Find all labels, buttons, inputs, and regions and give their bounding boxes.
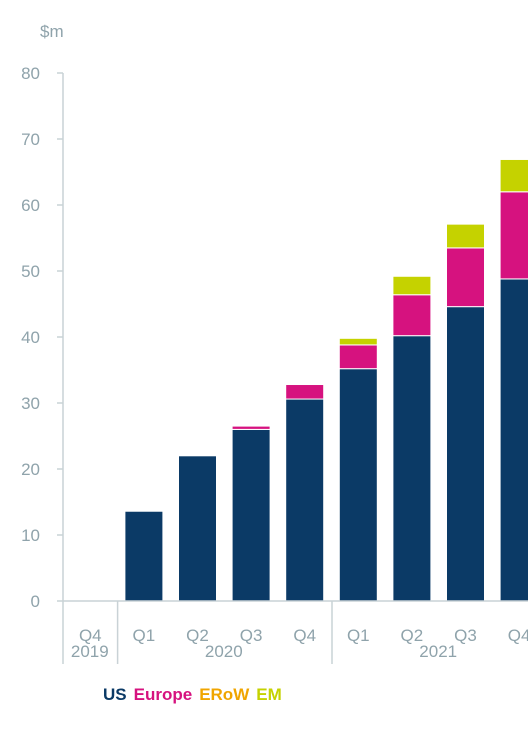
bar-segment-europe [392, 294, 432, 337]
y-tick-label: 20 [21, 460, 40, 479]
y-tick-label: 80 [21, 64, 40, 83]
bar-segment-europe [446, 247, 485, 308]
y-tick-label: 0 [31, 592, 40, 611]
y-tick-label: 60 [21, 196, 40, 215]
bar-segment-us [231, 428, 271, 602]
bar-segment-em [499, 158, 528, 193]
bar-segment-us [285, 398, 325, 602]
y-tick-label: 30 [21, 394, 40, 413]
y-tick-label: 40 [21, 328, 40, 347]
bar-segment-europe [231, 425, 271, 430]
legend-item-us: US [103, 685, 127, 704]
legend: US Europe ERoW EM [103, 685, 282, 704]
y-tick-label: 50 [21, 262, 40, 281]
legend-item-europe: Europe [134, 685, 193, 704]
x-tick-label: Q4 [508, 626, 528, 645]
bar-segment-us [124, 510, 164, 602]
bar-segment-europe [499, 191, 528, 280]
unit-label: $m [40, 22, 64, 41]
bar-segment-em [338, 337, 378, 346]
bar-segment-em [392, 275, 432, 296]
legend-item-erow: ERoW [199, 685, 250, 704]
y-tick-label: 70 [21, 130, 40, 149]
x-tick-label: Q3 [454, 626, 477, 645]
bar-segment-us [499, 278, 528, 602]
year-label: 2020 [205, 642, 243, 661]
x-tick-label: Q2 [186, 626, 209, 645]
y-tick-label: 10 [21, 526, 40, 545]
x-tick-label: Q1 [347, 626, 370, 645]
x-tick-label: Q3 [240, 626, 263, 645]
x-tick-label: Q2 [401, 626, 424, 645]
year-label: 2019 [71, 642, 109, 661]
bar-segment-europe [285, 384, 325, 400]
year-label: 2021 [419, 642, 457, 661]
bar-segment-us [392, 335, 432, 602]
bar-segment-us [338, 368, 378, 602]
y-axis: 0 10 20 30 40 50 60 70 80 [21, 64, 64, 611]
bars-group [124, 158, 528, 602]
x-tick-label: Q1 [133, 626, 156, 645]
x-tick-label: Q4 [293, 626, 316, 645]
bar-segment-us [178, 455, 217, 602]
bar-segment-us [446, 306, 485, 602]
bar-segment-europe [338, 344, 378, 370]
x-tick-label: Q4 [79, 626, 102, 645]
legend-item-em: EM [256, 685, 282, 704]
bar-segment-em [446, 223, 485, 249]
